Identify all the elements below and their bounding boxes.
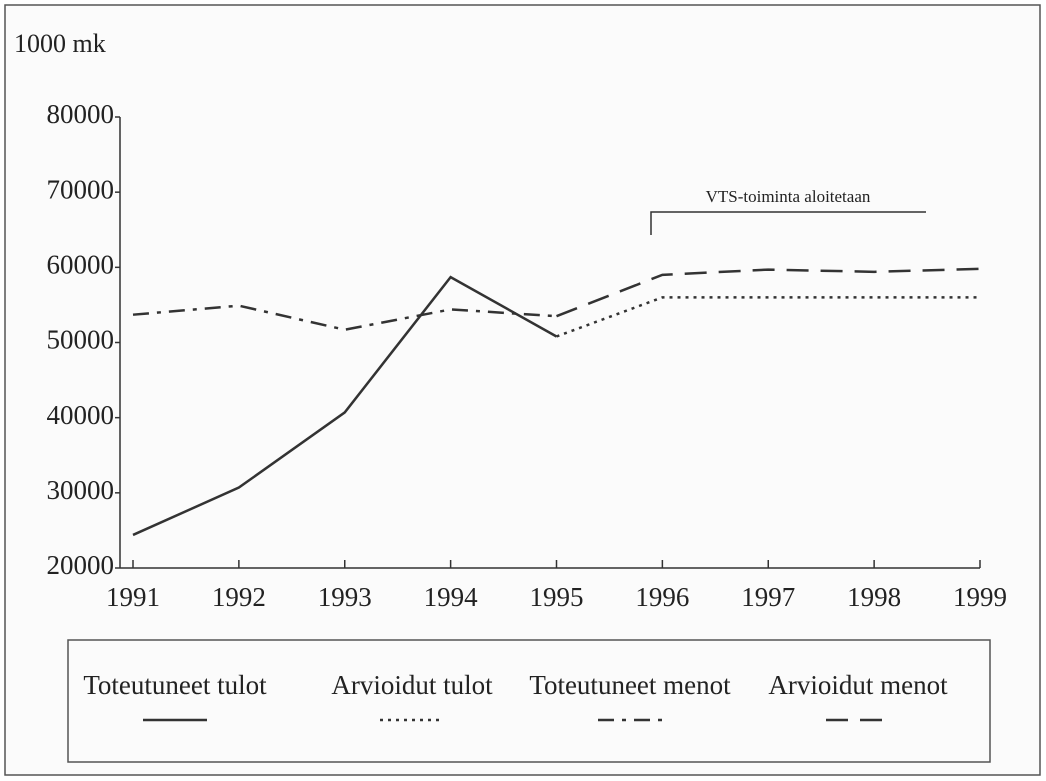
- y-axis-label: 1000 mk: [14, 29, 106, 58]
- y-tick-label: 80000: [47, 99, 115, 129]
- series-line: [556, 267, 981, 318]
- y-tick-label: 70000: [47, 174, 115, 204]
- y-tick-label: 30000: [47, 475, 115, 505]
- legend-label: Arvioidut tulot: [331, 670, 493, 700]
- legend-label: Toteutuneet tulot: [83, 670, 267, 700]
- annotation-bracket: [650, 211, 926, 235]
- series-line: [556, 296, 980, 338]
- x-tick-label: 1998: [847, 582, 901, 612]
- chart-frame: [4, 4, 1041, 776]
- legend-label: Toteutuneet menot: [529, 670, 731, 700]
- x-tick-label: 1992: [212, 582, 266, 612]
- y-tick-label: 40000: [47, 400, 115, 430]
- x-tick-label: 1995: [530, 582, 584, 612]
- x-tick-label: 1994: [424, 582, 479, 612]
- y-tick-label: 60000: [47, 250, 115, 280]
- y-tick-label: 20000: [47, 550, 115, 580]
- x-tick-label: 1999: [953, 582, 1007, 612]
- legend-label: Arvioidut menot: [768, 670, 948, 700]
- series-line: [132, 275, 558, 537]
- x-tick-label: 1997: [741, 582, 795, 612]
- x-tick-label: 1991: [106, 582, 160, 612]
- y-tick-label: 50000: [47, 325, 115, 355]
- annotation: VTS-toiminta aloitetaan: [706, 187, 871, 206]
- x-tick-label: 1993: [318, 582, 372, 612]
- legend-box: [67, 639, 991, 763]
- x-tick-label: 1996: [635, 582, 689, 612]
